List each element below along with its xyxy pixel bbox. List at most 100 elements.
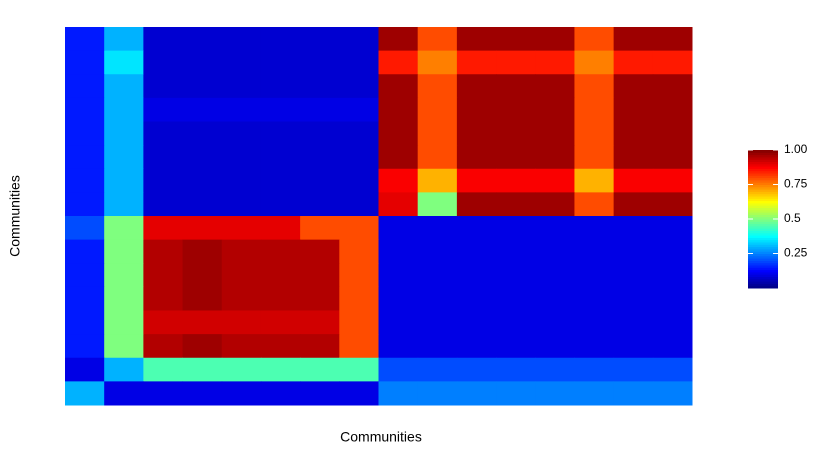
heatmap-cell: [182, 168, 223, 193]
heatmap-cell: [143, 239, 184, 264]
heatmap-cell: [574, 310, 615, 335]
heatmap-cell: [496, 168, 536, 193]
heatmap-cell: [182, 97, 223, 122]
heatmap-cell: [574, 97, 615, 122]
colorbar-segment: [748, 260, 778, 264]
heatmap-cell: [652, 145, 693, 170]
heatmap-cell: [574, 286, 615, 311]
heatmap-cell: [574, 381, 615, 406]
heatmap-cell: [652, 310, 693, 335]
heatmap-cell: [574, 121, 615, 146]
heatmap-cell: [613, 357, 654, 382]
heatmap-cell: [182, 334, 223, 359]
heatmap-cell: [300, 27, 340, 52]
heatmap-cell: [417, 239, 458, 264]
colorbar-segment: [748, 184, 778, 188]
heatmap-cell: [652, 97, 693, 122]
heatmap-cell: [104, 192, 144, 217]
colorbar-segment: [748, 159, 778, 162]
heatmap-cell: [221, 121, 262, 146]
heatmap-cell: [182, 121, 223, 146]
heatmap-cell: [496, 50, 536, 75]
heatmap-cell: [260, 381, 301, 406]
heatmap-cell: [417, 192, 458, 217]
heatmap-cell: [456, 121, 497, 146]
heatmap-cell: [417, 216, 458, 241]
colorbar-segment: [748, 242, 778, 245]
heatmap-cell: [496, 263, 536, 288]
heatmap-cell: [496, 216, 536, 241]
colorbar-segment: [748, 276, 778, 280]
heatmap-cell: [65, 168, 105, 193]
heatmap-cell: [300, 97, 340, 122]
heatmap-cell: [456, 74, 497, 99]
heatmap-cell: [260, 263, 301, 288]
heatmap-cell: [300, 50, 340, 75]
heatmap-cell: [65, 121, 105, 146]
colorbar-segment: [748, 214, 778, 218]
heatmap-cell: [339, 27, 379, 52]
heatmap-cell: [652, 192, 693, 217]
heatmap-cell: [456, 168, 497, 193]
heatmap-cell: [378, 145, 419, 170]
colorbar-segment: [748, 193, 778, 197]
heatmap-cell: [613, 50, 654, 75]
heatmap-cell: [221, 286, 262, 311]
heatmap-cell: [496, 239, 536, 264]
heatmap-cell: [339, 168, 379, 193]
colorbar-segment: [748, 177, 778, 181]
heatmap-cell: [496, 97, 536, 122]
heatmap-cell: [417, 121, 458, 146]
colorbar-segment: [748, 205, 778, 208]
heatmap-cell: [339, 50, 379, 75]
heatmap-cell: [496, 381, 536, 406]
heatmap-cell: [260, 192, 301, 217]
heatmap-cell: [300, 286, 340, 311]
heatmap-cell: [535, 192, 575, 217]
heatmap-cell: [221, 27, 262, 52]
heatmap-cell: [574, 263, 615, 288]
heatmap-cell: [221, 334, 262, 359]
heatmap-cell: [143, 216, 184, 241]
colorbar-segment: [748, 221, 778, 225]
heatmap-cell: [104, 27, 144, 52]
heatmap-cell: [65, 145, 105, 170]
heatmap-cell: [65, 74, 105, 99]
heatmap-cell: [300, 168, 340, 193]
heatmap-cell: [378, 286, 419, 311]
heatmap-cell: [574, 168, 615, 193]
heatmap-cell: [496, 334, 536, 359]
heatmap-cell: [652, 263, 693, 288]
colorbar-segment: [748, 189, 778, 192]
heatmap-cell: [535, 310, 575, 335]
heatmap-cell: [378, 216, 419, 241]
heatmap-cell: [574, 50, 615, 75]
heatmap-cell: [65, 239, 105, 264]
heatmap-cell: [143, 168, 184, 193]
colorbar-tick-label: 0.5: [784, 211, 801, 225]
heatmap-cell: [182, 145, 223, 170]
heatmap-cell: [65, 263, 105, 288]
heatmap-cell: [300, 239, 340, 264]
heatmap-cell: [260, 97, 301, 122]
heatmap-cell: [143, 97, 184, 122]
colorbar-segment: [748, 175, 778, 179]
heatmap-cell: [496, 310, 536, 335]
heatmap-cell: [652, 27, 693, 52]
heatmap-cell: [104, 97, 144, 122]
heatmap-cell: [300, 263, 340, 288]
heatmap-cell: [456, 27, 497, 52]
colorbar-segment: [748, 166, 778, 169]
heatmap-cell: [574, 357, 615, 382]
heatmap-cell: [652, 74, 693, 99]
colorbar-segment: [748, 196, 778, 199]
heatmap-cell: [574, 74, 615, 99]
colorbar-segment: [748, 237, 778, 241]
heatmap-cell: [104, 357, 144, 382]
heatmap-cell: [417, 310, 458, 335]
heatmap-cell: [613, 27, 654, 52]
colorbar-segment: [748, 267, 778, 271]
colorbar-segment: [748, 246, 778, 250]
heatmap-cell: [652, 286, 693, 311]
